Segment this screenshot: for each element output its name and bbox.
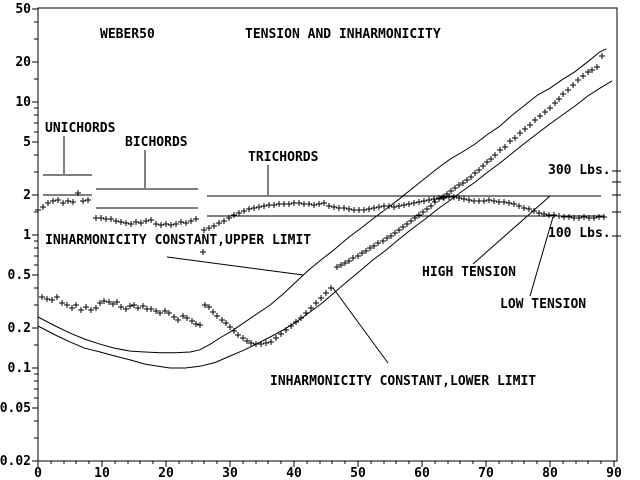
x-tick-label: 10 [94,466,110,480]
y-tick-label: 0.05 [0,401,31,416]
y-tick-label: 0.1 [8,361,32,376]
y-tick-label: 0.2 [8,321,31,336]
inharmonicity-plus-markers [39,53,605,347]
inharmonicity-series [39,53,605,347]
y-tick-label: 0.02 [0,454,31,469]
y-tick-label: 2 [23,188,31,203]
y-tick-label: 5 [23,135,31,150]
tension-100-lbs-label: 100 Lbs. [548,226,611,241]
annotation-lines [63,136,554,364]
y-tick-label: 50 [15,2,31,17]
low-tension-callout [529,216,554,297]
x-tick-label: 20 [158,466,174,480]
x-tick-label: 40 [286,466,302,480]
inharmonicity_upper_limit-curve [37,48,607,354]
tension-plus-markers [35,190,607,233]
x-tick-label: 50 [350,466,366,480]
chart-title: TENSION AND INHARMONICITY [245,27,441,42]
inharmonicity_lower_limit-curve [37,80,613,369]
y-axis-ticks: 50 20 10 5 2 1 0.5 0.2 0.1 0.05 0.02 [0,2,38,469]
x-tick-label: 30 [222,466,238,480]
trichords-label: TRICHORDS [248,150,319,165]
tension-series [35,190,607,233]
high-tension-callout [472,195,551,265]
tension-300-lbs-label: 300 Lbs. [548,163,611,178]
chart-subtitle: WEBER50 [100,27,155,42]
x-tick-label: 80 [542,466,558,480]
tension-range-lines [43,174,604,217]
upper-limit-callout [166,256,304,276]
x-tick-label: 60 [414,466,430,480]
lower-limit-label: INHARMONICITY CONSTANT,LOWER LIMIT [270,374,537,389]
unichords-label: UNICHORDS [45,121,116,136]
y-tick-label: 1 [23,228,31,243]
high-tension-label: HIGH TENSION [422,265,516,280]
y-tick-label: 10 [15,95,31,110]
x-tick-label: 0 [34,466,42,480]
y-tick-label: 20 [15,55,31,70]
bichords-label: BICHORDS [125,135,188,150]
upper-limit-label: INHARMONICITY CONSTANT,UPPER LIMIT [45,233,312,248]
x-tick-label: 70 [478,466,494,480]
y-tick-label: 0.5 [8,268,31,283]
x-tick-label: 90 [606,466,622,480]
right-axis-tension-ticks [612,170,621,237]
lower-limit-callout [332,287,389,364]
low-tension-label: LOW TENSION [500,297,587,312]
x-axis-ticks: 0 10 20 30 40 50 60 70 80 90 [34,461,622,480]
